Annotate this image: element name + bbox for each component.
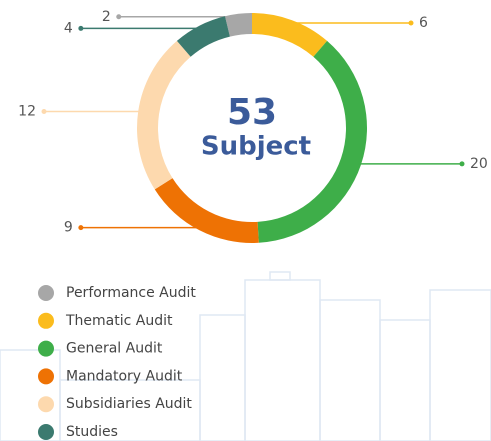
legend-label: Thematic Audit: [65, 313, 173, 329]
leader-dot: [78, 225, 84, 231]
donut-segment: [176, 16, 230, 57]
donut-segment: [252, 13, 328, 57]
data-label: 20: [470, 156, 488, 172]
legend-marker: [38, 285, 54, 301]
leader-dot: [116, 14, 122, 20]
data-label: 12: [18, 103, 36, 119]
legend-marker: [38, 340, 54, 357]
legend-marker: [38, 368, 54, 385]
legend-label: Mandatory Audit: [66, 368, 183, 384]
legend-label: Subsidiaries Audit: [66, 396, 192, 412]
leader-dot: [459, 161, 465, 167]
leader-dot: [408, 20, 414, 26]
legend-marker: [38, 396, 54, 413]
donut-segment: [257, 40, 367, 243]
data-label: 4: [64, 20, 73, 36]
center-label: Subject: [201, 132, 311, 162]
center-value: 53: [227, 92, 277, 133]
leader-dot: [41, 108, 47, 114]
data-label: 2: [102, 9, 111, 25]
donut-segment: [224, 13, 252, 37]
legend-label: General Audit: [66, 341, 163, 357]
legend-label: Performance Audit: [66, 285, 196, 301]
data-label: 6: [419, 15, 428, 31]
background-city: [0, 271, 491, 441]
legend-marker: [38, 312, 54, 329]
donut-segment: [154, 178, 259, 243]
donut-segment: [136, 40, 191, 190]
legend-marker: [38, 424, 54, 440]
legend-label: Studies: [66, 424, 118, 440]
leader-dot: [78, 25, 84, 31]
data-label: 9: [64, 220, 73, 236]
